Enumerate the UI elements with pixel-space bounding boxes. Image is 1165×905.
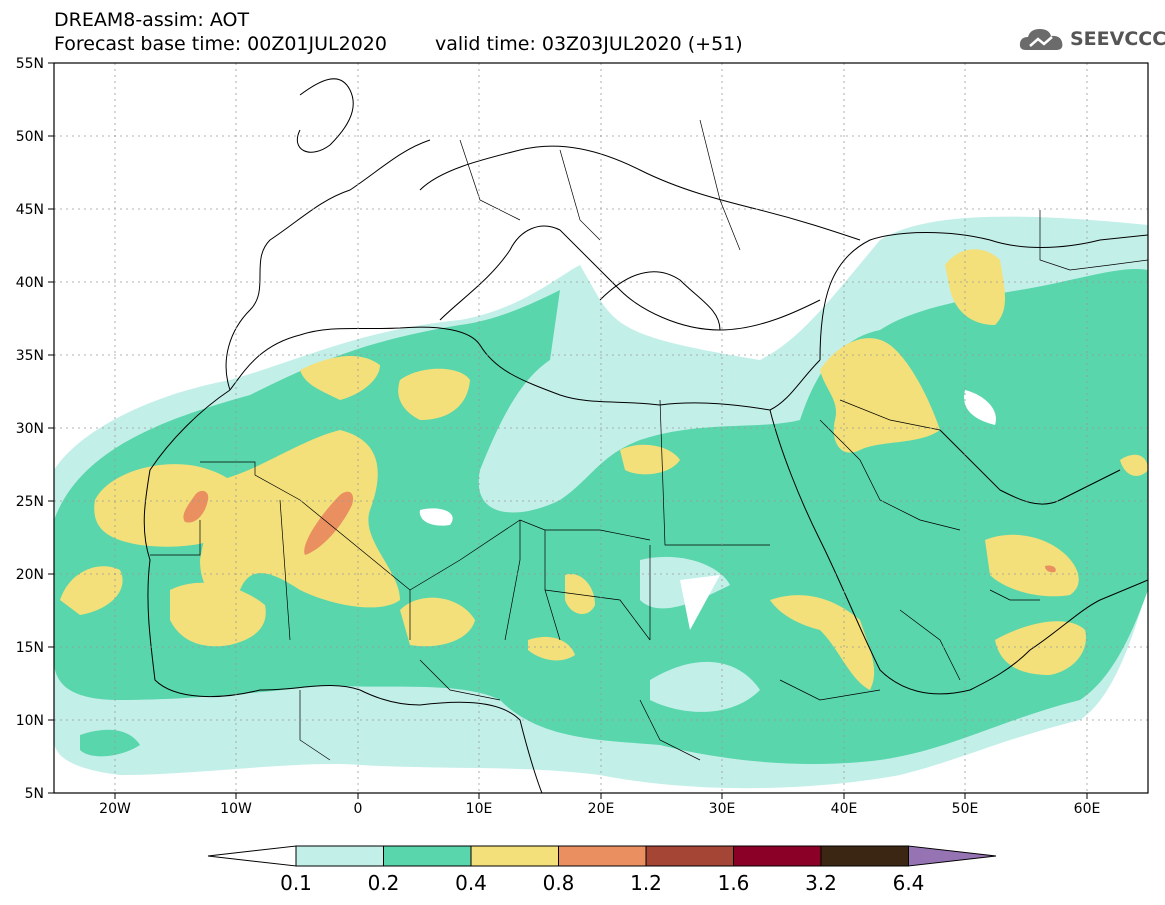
lat-label: 30N [16,421,44,437]
lat-label: 50N [16,129,44,145]
lat-label: 25N [16,494,44,510]
lon-label: 40E [831,801,858,817]
lon-label: 0 [354,801,363,817]
cloud-icon [1019,29,1063,50]
lon-label: 20W [99,801,131,817]
legend-boxes [295,845,997,867]
legend-under-arrow [207,845,297,867]
lon-axis: 20W 10W 0 10E 20E 30E 40E 50E 60E [99,801,1100,817]
legend-color-box [470,845,559,867]
valid-time: valid time: 03Z03JUL2020 (+51) [434,33,743,55]
color-legend: 0.1 0.2 0.4 0.8 1.2 1.6 3.2 6.4 [207,845,997,895]
logo-text: SEEVCCC [1070,28,1165,50]
legend-color-box [295,845,384,867]
lat-axis: 55N 50N 45N 40N 35N 30N 25N 20N 15N 10N … [16,56,44,802]
legend-level-label: 0.2 [368,871,400,895]
legend-over-arrow [908,845,997,867]
coastlines [143,78,1148,793]
legend-color-box [733,845,822,867]
political-borders [150,119,1148,761]
legend-level-label: 1.6 [718,871,750,895]
legend-color-box [558,845,647,867]
lon-label: 10W [220,801,252,817]
lon-label: 20E [588,801,615,817]
gridlines [54,63,1148,793]
lon-label: 10E [466,801,493,817]
legend-level-label: 1.2 [630,871,662,895]
lat-label: 35N [16,348,44,364]
legend-level-label: 0.4 [455,871,487,895]
legend-color-box [645,845,734,867]
lat-label: 10N [16,713,44,729]
lat-label: 55N [16,56,44,72]
legend-level-label: 3.2 [805,871,837,895]
map-title: DREAM8-assim: AOT [54,9,250,31]
time-info: Forecast base time: 00Z01JUL2020 valid ti… [54,34,743,54]
legend-labels: 0.1 0.2 0.4 0.8 1.2 1.6 3.2 6.4 [280,871,924,895]
legend-level-label: 6.4 [893,871,925,895]
lon-label: 60E [1074,801,1101,817]
lat-label: 40N [16,275,44,291]
lat-label: 20N [16,567,44,583]
lon-ticks [114,793,1088,799]
legend-color-box [383,845,472,867]
legend-color-box [820,845,909,867]
seevccc-logo: SEEVCCC [1018,24,1165,56]
aot-low-patches [419,390,996,712]
lon-label: 30E [709,801,736,817]
legend-level-label: 0.8 [543,871,575,895]
lon-label: 50E [952,801,979,817]
lat-label: 15N [16,640,44,656]
lat-label: 45N [16,202,44,218]
lat-label: 5N [25,786,44,802]
aot-level-0.4 [60,249,1148,690]
legend-level-label: 0.1 [280,871,312,895]
lat-ticks [48,62,54,794]
base-time: Forecast base time: 00Z01JUL2020 [54,33,387,55]
